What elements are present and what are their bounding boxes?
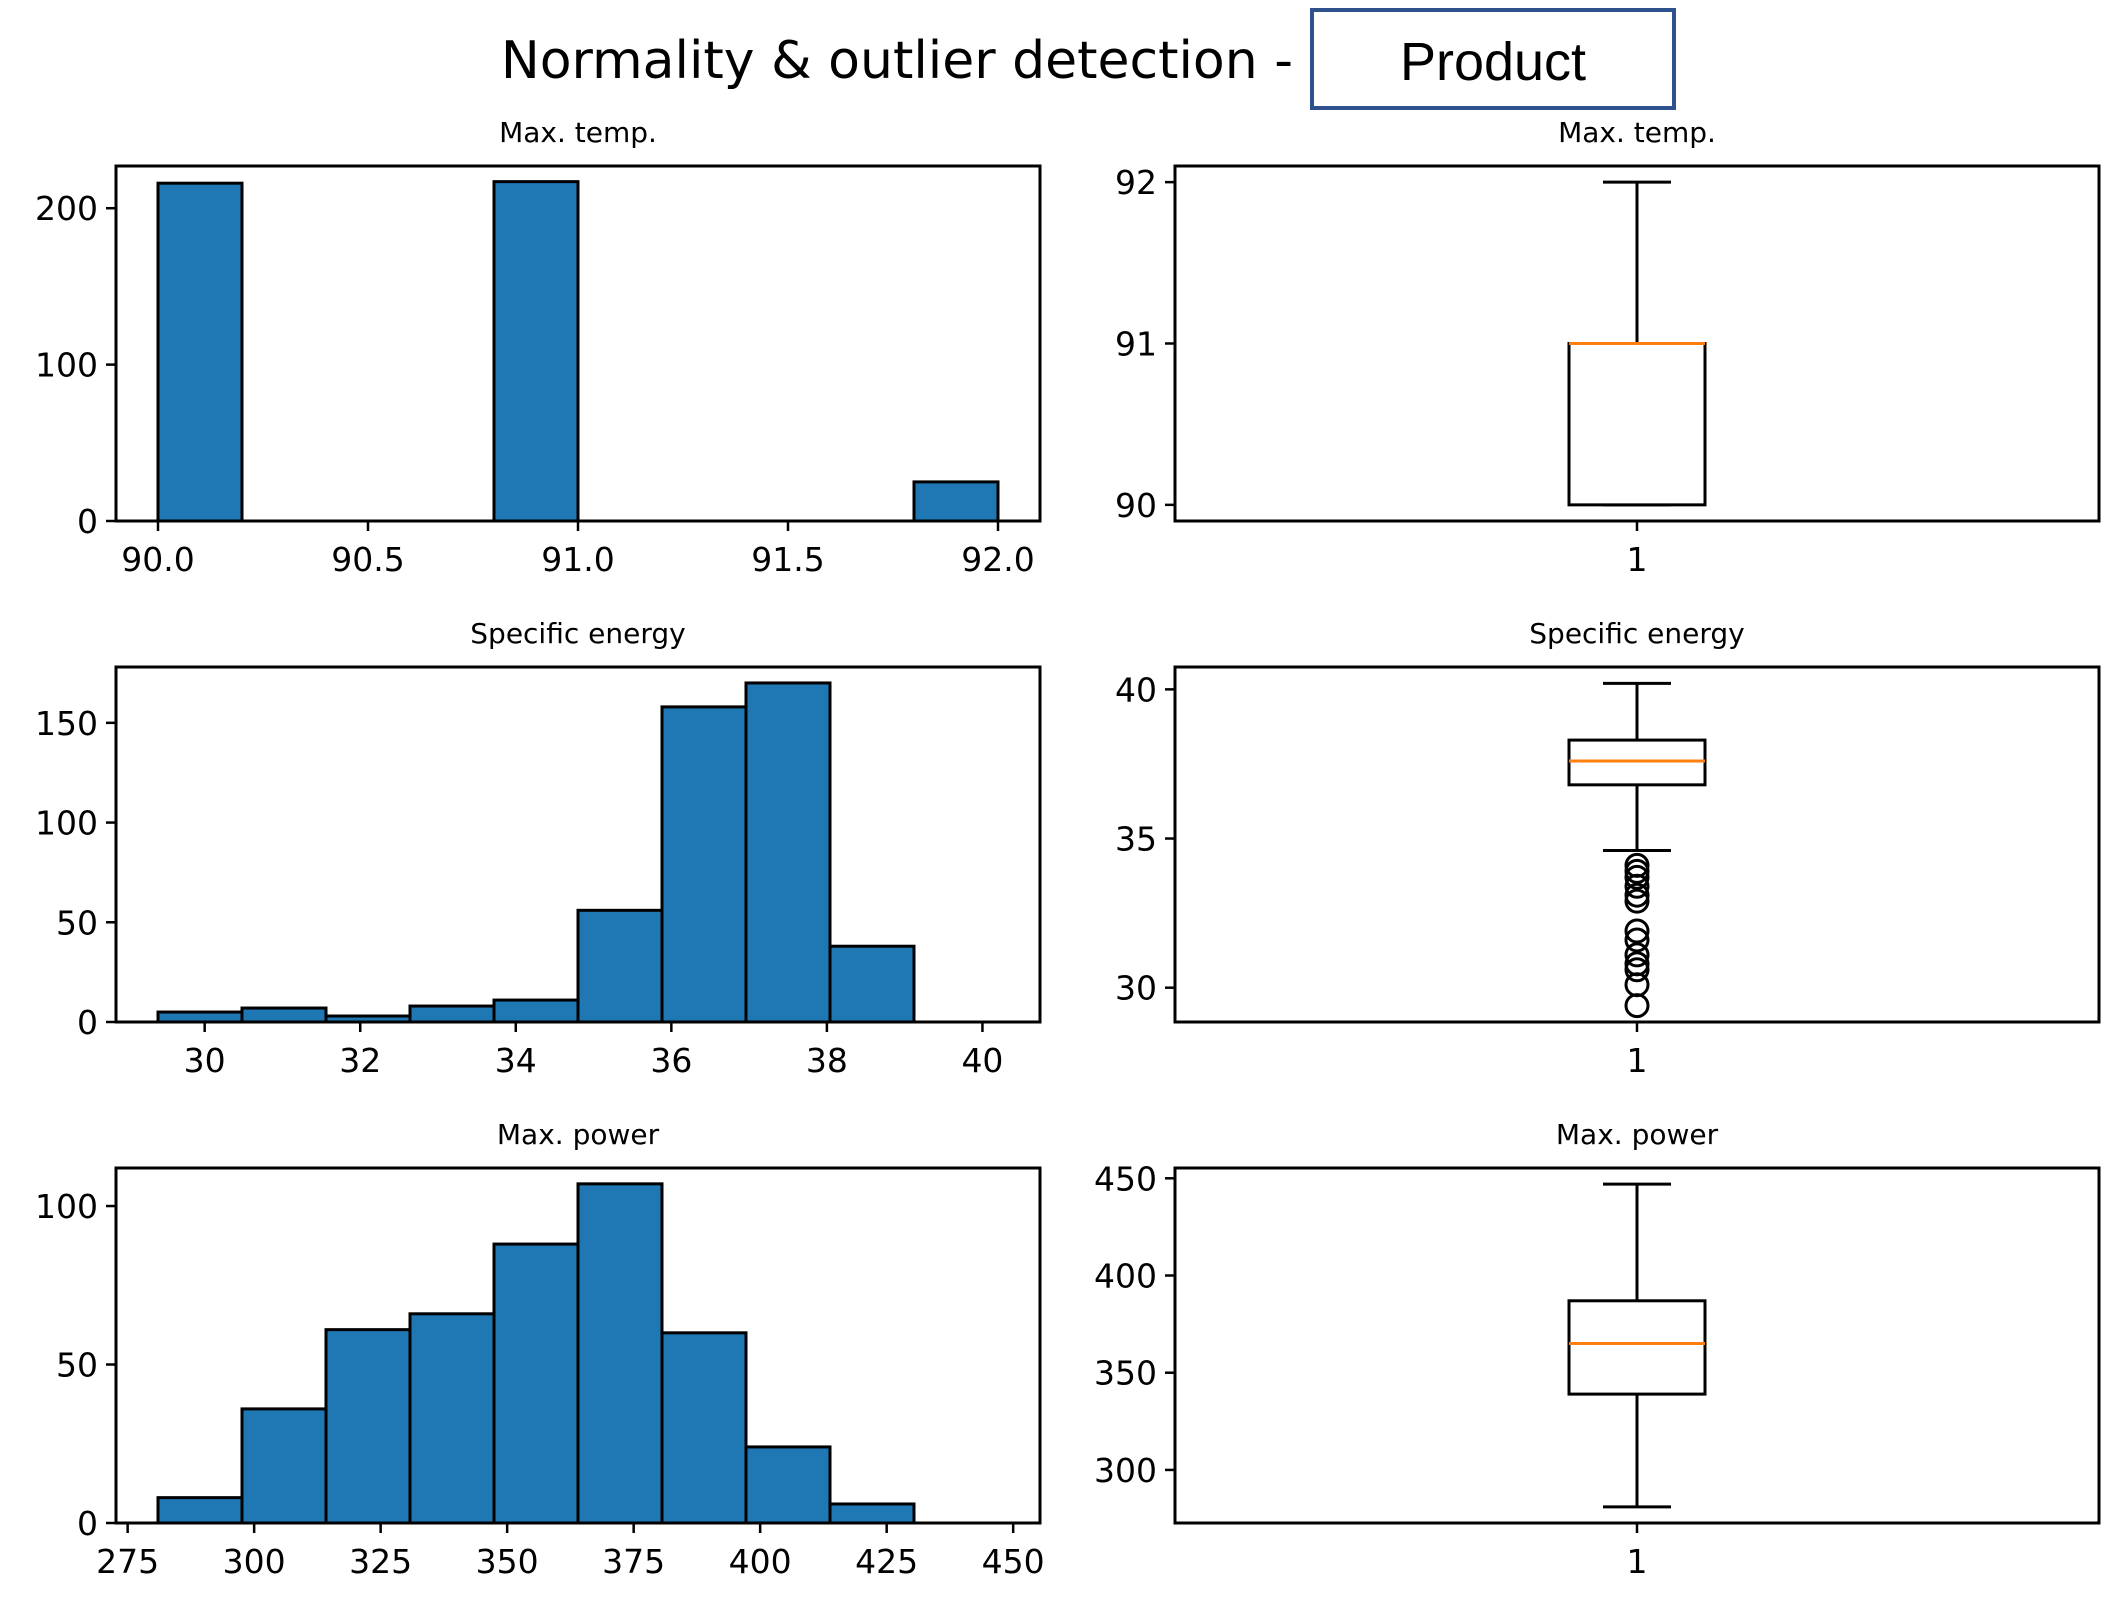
chart-title: Max. temp. xyxy=(1558,116,1716,149)
x-tick-label: 36 xyxy=(650,1041,692,1080)
hist-bar xyxy=(912,480,1000,523)
x-tick-label: 92.0 xyxy=(961,540,1034,579)
chart-title: Max. power xyxy=(1556,1118,1719,1151)
figure-title: Normality & outlier detection - xyxy=(501,31,1293,91)
outlier-point xyxy=(1624,957,1650,983)
axes-frame xyxy=(1173,665,2101,1024)
x-tick-label: 91.5 xyxy=(751,540,824,579)
y-tick-label: 30 xyxy=(1115,969,1157,1008)
chart-title: Specific energy xyxy=(1529,617,1744,650)
x-tick-label: 1 xyxy=(1627,1041,1648,1080)
hist-bar xyxy=(660,1331,748,1525)
y-tick-label: 100 xyxy=(35,346,98,385)
x-tick-label: 34 xyxy=(495,1041,537,1080)
y-tick-label: 0 xyxy=(77,502,98,541)
y-tick-label: 200 xyxy=(35,189,98,228)
hist-bar xyxy=(156,181,244,523)
x-tick-label: 40 xyxy=(961,1041,1003,1080)
outlier-point xyxy=(1624,864,1650,890)
y-tick-label: 150 xyxy=(35,704,98,743)
y-tick-label: 35 xyxy=(1115,820,1157,859)
x-tick-label: 325 xyxy=(349,1542,412,1581)
outlier-point xyxy=(1624,918,1650,944)
axes-frame xyxy=(114,164,1042,523)
y-tick-label: 350 xyxy=(1094,1354,1157,1393)
x-tick-label: 400 xyxy=(729,1542,792,1581)
chart-3: Specific energy 30 32 34 36 38 40 0 50 100 150 xyxy=(35,617,1042,1080)
x-tick-label: 375 xyxy=(602,1542,665,1581)
outlier-point xyxy=(1624,972,1650,998)
outlier-point xyxy=(1624,858,1650,884)
hist-bar xyxy=(828,1502,916,1525)
x-tick-label: 350 xyxy=(476,1542,539,1581)
hist-bar xyxy=(240,1006,328,1024)
outlier-point xyxy=(1624,942,1650,968)
y-tick-label: 0 xyxy=(77,1003,98,1042)
y-tick-label: 92 xyxy=(1115,163,1157,202)
hist-bar xyxy=(240,1407,328,1525)
iqr-box xyxy=(1567,342,1707,507)
outlier-point xyxy=(1624,873,1650,899)
y-tick-label: 50 xyxy=(56,903,98,942)
title-highlight-box xyxy=(1310,8,1676,110)
panels: Max. temp.90.0 90.5 91.0 91.5 92.00100200Max… xyxy=(35,116,2101,1581)
hist-bar xyxy=(744,1445,832,1525)
x-tick-label: 300 xyxy=(223,1542,286,1581)
outlier-point xyxy=(1624,993,1650,1019)
y-tick-label: 40 xyxy=(1115,670,1157,709)
hist-bar xyxy=(744,681,832,1024)
hist-bar xyxy=(408,1312,496,1525)
x-tick-label: 450 xyxy=(982,1542,1045,1581)
chart-4: Specific energy 1 30 35 40 xyxy=(1115,617,2101,1080)
hist-bar xyxy=(408,1004,496,1024)
axes-frame xyxy=(1173,1166,2101,1525)
x-tick-label: 32 xyxy=(339,1041,381,1080)
hist-bar xyxy=(492,998,580,1024)
y-tick-label: 100 xyxy=(35,1187,98,1226)
chart-5: Max. power 275 300 325 350 375 400 425 450 0 50 100 xyxy=(35,1118,1045,1581)
chart-2: Max. temp. 1 90 91 92 xyxy=(1115,116,2101,579)
x-tick-label: 38 xyxy=(806,1041,848,1080)
y-tick-label: 90 xyxy=(1115,486,1157,525)
chart-1: Max. temp. 90.0 90.5 91.0 91.5 92.0 0 100 200 xyxy=(35,116,1042,579)
hist-bar xyxy=(492,180,580,523)
x-tick-label: 91.0 xyxy=(541,540,614,579)
chart-title: Max. temp. xyxy=(499,116,657,149)
x-tick-label: 30 xyxy=(184,1041,226,1080)
hist-bar xyxy=(828,944,916,1024)
x-tick-label: 275 xyxy=(96,1542,159,1581)
y-tick-label: 400 xyxy=(1094,1257,1157,1296)
axes-frame xyxy=(114,665,1042,1024)
y-tick-label: 450 xyxy=(1094,1159,1157,1198)
chart-title: Specific energy xyxy=(470,617,685,650)
title-box-label: Product xyxy=(1400,32,1586,92)
axes-frame xyxy=(114,1166,1042,1525)
chart-6: Max. power 1 300 350 400 450 xyxy=(1094,1118,2101,1581)
x-tick-label: 1 xyxy=(1627,1542,1648,1581)
x-tick-label: 425 xyxy=(855,1542,918,1581)
hist-bar xyxy=(324,1328,412,1525)
axes-frame xyxy=(1173,164,2101,523)
hist-bar xyxy=(576,908,664,1024)
x-tick-label: 1 xyxy=(1627,540,1648,579)
outlier-point xyxy=(1624,888,1650,914)
outlier-point xyxy=(1624,927,1650,953)
iqr-box xyxy=(1567,1299,1707,1396)
y-tick-label: 300 xyxy=(1094,1451,1157,1490)
outlier-point xyxy=(1624,882,1650,908)
y-tick-label: 91 xyxy=(1115,325,1157,364)
x-tick-label: 90.5 xyxy=(331,540,404,579)
y-tick-label: 0 xyxy=(77,1504,98,1543)
hist-bar xyxy=(156,1496,244,1525)
hist-bar xyxy=(576,1182,664,1525)
x-tick-label: 90.0 xyxy=(121,540,194,579)
y-tick-label: 100 xyxy=(35,804,98,843)
y-tick-label: 50 xyxy=(56,1346,98,1385)
chart-title: Max. power xyxy=(497,1118,660,1151)
hist-bar xyxy=(660,705,748,1024)
hist-bar xyxy=(492,1242,580,1525)
